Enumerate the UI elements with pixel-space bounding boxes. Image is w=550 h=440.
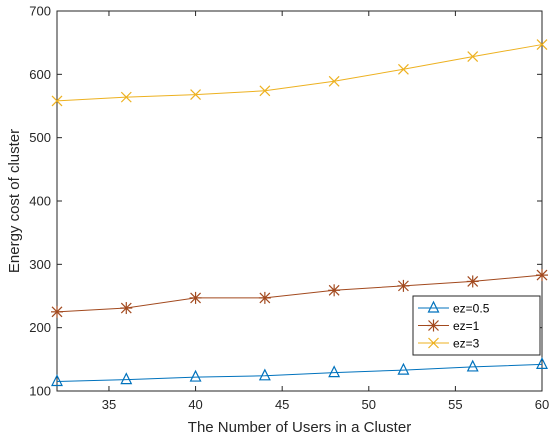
legend-label: ez=0.5 — [453, 302, 490, 316]
legend-label: ez=3 — [453, 337, 480, 351]
data-point — [120, 302, 133, 315]
legend: ez=0.5 ez=1 ez=3 — [412, 295, 541, 356]
data-point — [51, 374, 63, 387]
y-axis-label: Energy cost of cluster — [6, 129, 23, 273]
y-tick-label: 600 — [29, 67, 51, 82]
data-point — [397, 362, 410, 375]
data-point — [258, 368, 271, 381]
x-tick-label: 40 — [188, 397, 202, 412]
data-point — [189, 369, 202, 382]
axis-ticks: 35 40 45 50 55 60 100 200 300 400 500 600 700 — [29, 4, 549, 413]
x-tick-label: 50 — [362, 397, 376, 412]
legend-marker — [427, 319, 440, 332]
x-tick-label: 60 — [535, 397, 549, 412]
data-point — [51, 305, 63, 318]
data-point — [189, 291, 202, 304]
series-ez=0.5 — [51, 357, 548, 387]
data-point — [190, 89, 201, 101]
data-point — [328, 75, 340, 87]
y-tick-label: 100 — [29, 384, 51, 399]
y-tick-label: 400 — [29, 194, 51, 209]
x-tick-label: 45 — [275, 397, 289, 412]
series-ez=3 — [51, 39, 548, 107]
data-point — [536, 269, 548, 282]
data-point — [120, 91, 132, 103]
series-lines — [51, 39, 548, 387]
data-point — [536, 39, 548, 50]
series-line — [56, 274, 543, 313]
data-point — [398, 63, 409, 75]
y-tick-label: 200 — [29, 320, 51, 335]
data-point — [51, 95, 63, 107]
data-point — [328, 365, 341, 378]
data-point — [397, 279, 410, 292]
series-line — [56, 44, 543, 102]
legend-label: ez=1 — [453, 319, 480, 333]
legend-item: ez=0.5 — [418, 300, 490, 316]
legend-marker — [428, 337, 439, 349]
y-tick-label: 500 — [29, 130, 51, 145]
x-tick-label: 35 — [102, 397, 116, 412]
x-axis-label: The Number of Users in a Cluster — [188, 419, 411, 436]
data-point — [536, 357, 548, 369]
data-point — [120, 372, 133, 385]
x-tick-label: 55 — [448, 397, 462, 412]
data-point — [466, 359, 479, 372]
data-point — [328, 284, 341, 297]
legend-item: ez=3 — [418, 337, 480, 351]
data-point — [467, 51, 479, 63]
data-point — [259, 85, 271, 97]
legend-marker — [427, 300, 440, 313]
data-point — [466, 275, 479, 288]
y-tick-label: 700 — [29, 4, 51, 19]
y-tick-label: 300 — [29, 257, 51, 272]
series-line — [56, 363, 543, 382]
data-point — [258, 291, 271, 304]
series-ez=1 — [51, 269, 548, 318]
legend-item: ez=1 — [418, 319, 480, 333]
